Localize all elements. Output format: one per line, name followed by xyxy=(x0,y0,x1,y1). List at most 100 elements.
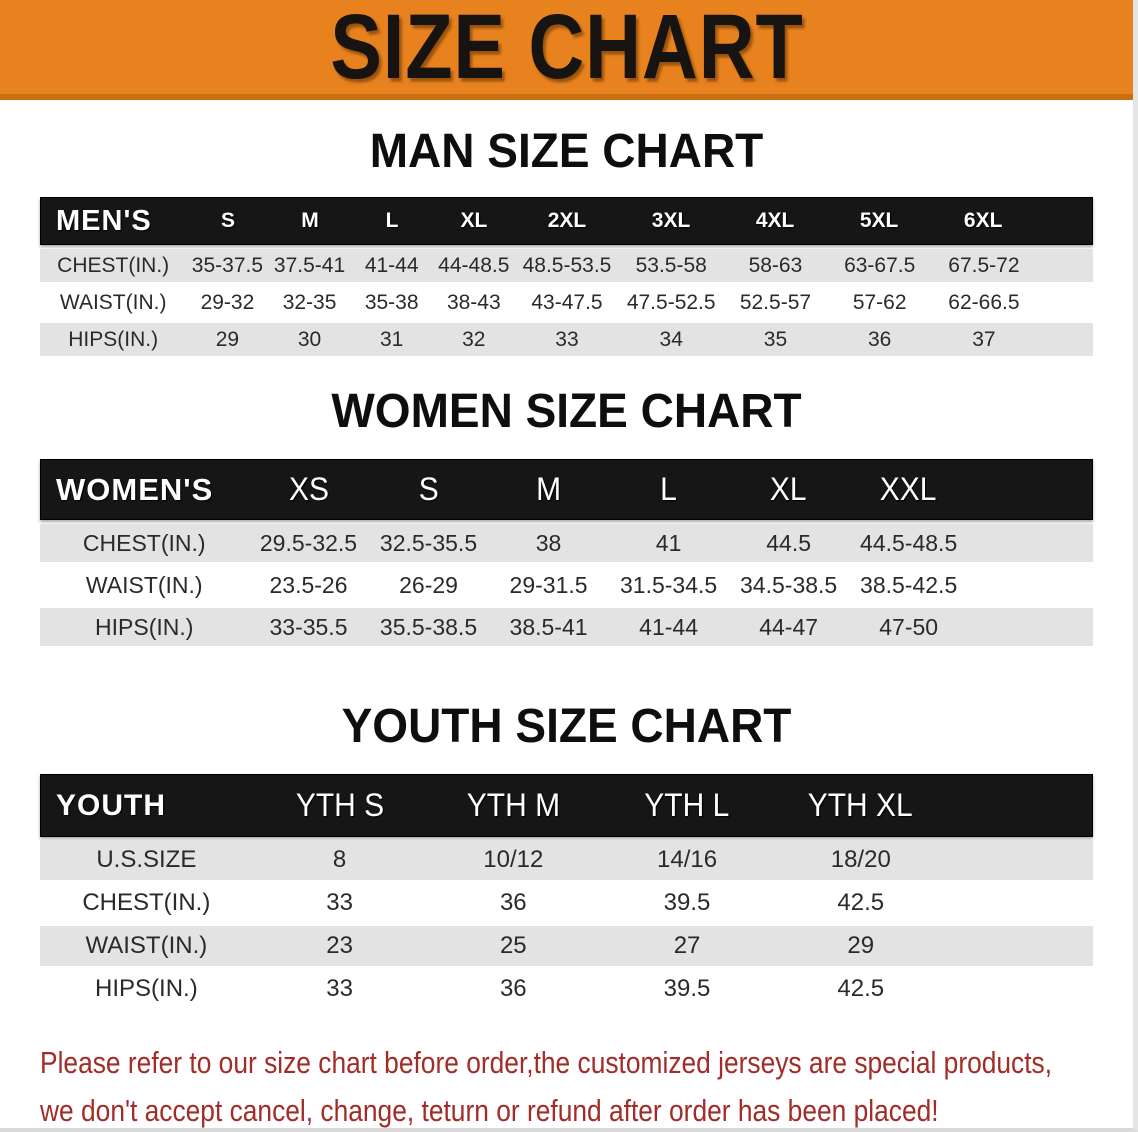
table-cell: 44.5 xyxy=(766,529,811,556)
youth-waist-row: WAIST(IN.) 23 25 27 29 xyxy=(40,926,1093,966)
table-cell: 63-67.5 xyxy=(844,253,916,277)
row-label: CHEST(IN.) xyxy=(57,253,170,277)
table-cell: 31.5-34.5 xyxy=(619,571,718,598)
table-cell: 58-63 xyxy=(748,253,803,277)
youth-size-col-s: YTH S xyxy=(295,787,385,823)
women-size-col-l: L xyxy=(660,471,677,507)
table-cell: 44-48.5 xyxy=(438,253,510,277)
disclaimer: Please refer to our size chart before or… xyxy=(40,1039,1133,1132)
table-cell: 32 xyxy=(462,327,486,351)
table-cell: 38.5-42.5 xyxy=(860,571,958,598)
youth-ussize-row: U.S.SIZE 8 10/12 14/16 18/20 xyxy=(40,840,1093,880)
table-cell: 36 xyxy=(499,889,527,916)
youth-size-chart-section: YOUTH SIZE CHART YOUTH YTH S YTH M YTH L… xyxy=(0,699,1133,1009)
table-cell: 23 xyxy=(326,932,353,959)
women-size-col-xl: XL xyxy=(769,471,807,507)
youth-size-col-l: YTH L xyxy=(644,787,730,823)
men-size-col-6xl: 6XL xyxy=(963,209,1003,232)
table-cell: 43-47.5 xyxy=(531,290,603,314)
table-cell: 33 xyxy=(326,889,353,916)
row-label: WAIST(IN.) xyxy=(85,571,203,598)
men-size-col-5xl: 5XL xyxy=(859,209,899,232)
table-cell: 47-50 xyxy=(879,613,939,640)
table-cell: 36 xyxy=(499,975,527,1002)
women-size-col-xxl: XXL xyxy=(879,471,937,507)
table-cell: 29.5-32.5 xyxy=(259,529,358,556)
youth-size-table: YOUTH YTH S YTH M YTH L YTH XL U.S.SIZE … xyxy=(40,774,1093,1009)
men-size-col-3xl: 3XL xyxy=(651,209,691,232)
men-size-col-l: L xyxy=(385,209,399,232)
men-size-table: MEN'S S M L XL 2XL 3XL 4XL 5XL 6XL CHEST… xyxy=(40,197,1093,356)
table-cell: 57-62 xyxy=(852,290,907,314)
table-cell: 18/20 xyxy=(830,846,891,873)
table-cell: 53.5-58 xyxy=(635,253,707,277)
youth-corner-label: YOUTH xyxy=(56,788,166,822)
women-hips-row: HIPS(IN.) 33-35.5 35.5-38.5 38.5-41 41-4… xyxy=(40,608,1093,646)
table-cell: 39.5 xyxy=(663,975,711,1002)
table-cell: 35-37.5 xyxy=(191,253,264,277)
table-cell: 41 xyxy=(655,529,682,556)
row-label: HIPS(IN.) xyxy=(68,327,159,351)
table-cell: 62-66.5 xyxy=(948,290,1020,314)
table-cell: 34.5-38.5 xyxy=(740,571,838,598)
table-cell: 32.5-35.5 xyxy=(379,529,478,556)
men-size-col-4xl: 4XL xyxy=(755,209,795,232)
row-label: CHEST(IN.) xyxy=(82,529,206,556)
table-cell: 41-44 xyxy=(639,613,698,640)
youth-hips-row: HIPS(IN.) 33 36 39.5 42.5 xyxy=(40,969,1093,1009)
table-cell: 41-44 xyxy=(364,253,419,277)
table-cell: 31 xyxy=(379,327,404,351)
row-label: WAIST(IN.) xyxy=(85,932,208,959)
table-cell: 29-31.5 xyxy=(509,571,588,598)
table-cell: 36 xyxy=(868,327,892,351)
row-label: U.S.SIZE xyxy=(96,846,197,873)
table-cell: 32-35 xyxy=(282,290,337,314)
table-cell: 35-38 xyxy=(364,290,419,314)
row-label: HIPS(IN.) xyxy=(95,613,194,640)
men-size-col-s: S xyxy=(221,209,236,232)
disclaimer-line-1: Please refer to our size chart before or… xyxy=(40,1045,1053,1080)
table-cell: 39.5 xyxy=(663,889,711,916)
men-chart-heading: MAN SIZE CHART xyxy=(369,122,764,178)
men-hips-row: HIPS(IN.) 29 30 31 32 33 34 35 36 37 xyxy=(40,323,1093,356)
table-cell: 26-29 xyxy=(399,571,458,598)
women-waist-row: WAIST(IN.) 23.5-26 26-29 29-31.5 31.5-34… xyxy=(40,566,1093,604)
women-chart-heading: WOMEN SIZE CHART xyxy=(331,382,802,438)
table-cell: 42.5 xyxy=(837,975,885,1002)
table-cell: 23.5-26 xyxy=(269,571,348,598)
table-cell: 35 xyxy=(763,327,788,351)
women-size-col-xs: XS xyxy=(288,471,330,507)
women-table-header-row: WOMEN'S XS S M L XL XXL xyxy=(40,459,1093,520)
table-cell: 14/16 xyxy=(657,846,718,873)
table-cell: 10/12 xyxy=(483,846,544,873)
table-cell: 47.5-52.5 xyxy=(626,290,716,314)
table-cell: 33 xyxy=(555,327,579,351)
youth-table-header-row: YOUTH YTH S YTH M YTH L YTH XL xyxy=(40,774,1093,837)
row-label: HIPS(IN.) xyxy=(95,975,198,1002)
table-cell: 34 xyxy=(659,327,683,351)
table-cell: 33-35.5 xyxy=(269,613,348,640)
table-cell: 42.5 xyxy=(837,889,885,916)
men-chest-row: CHEST(IN.) 35-37.5 37.5-41 41-44 44-48.5… xyxy=(40,249,1093,282)
table-cell: 30 xyxy=(297,327,322,351)
table-cell: 38.5-41 xyxy=(509,613,588,640)
men-size-col-2xl: 2XL xyxy=(547,209,587,232)
table-cell: 25 xyxy=(499,932,527,959)
table-cell: 35.5-38.5 xyxy=(379,613,478,640)
women-chest-row: CHEST(IN.) 29.5-32.5 32.5-35.5 38 41 44.… xyxy=(40,524,1093,562)
women-size-col-m: M xyxy=(536,471,562,507)
youth-size-col-xl: YTH XL xyxy=(807,787,913,823)
table-cell: 37 xyxy=(972,327,996,351)
youth-chest-row: CHEST(IN.) 33 36 39.5 42.5 xyxy=(40,883,1093,923)
row-label: CHEST(IN.) xyxy=(82,889,211,916)
table-cell: 44.5-48.5 xyxy=(860,529,958,556)
banner: SIZE CHART xyxy=(0,0,1133,100)
women-size-col-s: S xyxy=(418,471,439,507)
table-cell: 33 xyxy=(326,975,353,1002)
table-cell: 29 xyxy=(215,327,240,351)
table-cell: 67.5-72 xyxy=(948,253,1020,277)
table-cell: 44-47 xyxy=(759,613,819,640)
men-waist-row: WAIST(IN.) 29-32 32-35 35-38 38-43 43-47… xyxy=(40,286,1093,319)
youth-size-col-m: YTH M xyxy=(466,787,561,823)
